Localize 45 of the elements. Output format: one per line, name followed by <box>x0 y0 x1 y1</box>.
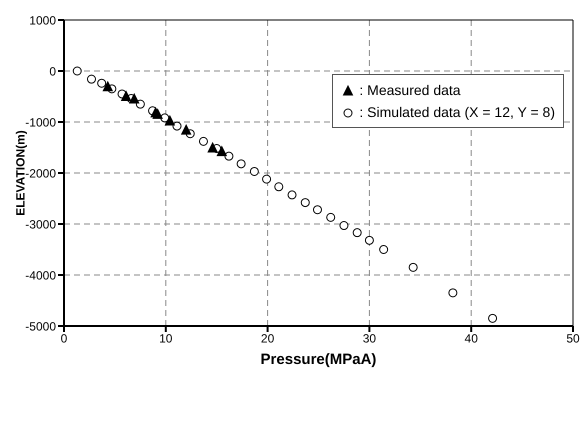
x-tick-label: 20 <box>260 332 275 346</box>
x-tick-label: 50 <box>566 332 580 346</box>
point <box>224 152 234 161</box>
y-tick-label: -5000 <box>25 319 56 334</box>
legend-label: : Measured data <box>359 81 461 100</box>
point <box>300 198 310 208</box>
point <box>408 262 418 272</box>
x-tick-label: 40 <box>464 332 478 346</box>
point <box>164 115 175 126</box>
x-tick-label: 0 <box>60 332 68 346</box>
point <box>448 288 458 298</box>
point <box>312 205 322 214</box>
point <box>198 136 208 146</box>
point <box>102 81 113 92</box>
point <box>208 142 218 153</box>
point <box>172 122 182 131</box>
point <box>129 94 140 104</box>
point <box>121 91 132 101</box>
y-tick-label: -1000 <box>25 115 56 130</box>
x-tick-label: 10 <box>159 332 173 346</box>
y-axis-title: ELEVATION(m) <box>13 130 28 216</box>
legend-label: : Simulated data (X = 12, Y = 8) <box>359 103 555 122</box>
point <box>216 146 227 156</box>
y-tick-label: 1000 <box>29 13 56 28</box>
y-tick-label: 0 <box>49 64 56 78</box>
point <box>97 78 106 88</box>
y-tick-label: -4000 <box>25 268 56 282</box>
point <box>364 236 374 245</box>
point <box>72 66 82 76</box>
y-tick-label: -2000 <box>25 166 56 180</box>
x-tick-label: 30 <box>362 332 376 346</box>
point <box>250 166 259 176</box>
y-tick-label: -3000 <box>25 217 56 232</box>
x-axis-title: Pressure(MPaA) <box>260 351 376 368</box>
point <box>326 212 336 222</box>
point <box>288 190 297 200</box>
point <box>181 124 192 135</box>
point <box>236 159 246 168</box>
point <box>352 228 362 238</box>
point <box>274 182 284 192</box>
point <box>379 245 388 254</box>
point <box>86 74 96 84</box>
point <box>262 174 272 184</box>
point <box>339 221 348 230</box>
point <box>488 314 498 323</box>
